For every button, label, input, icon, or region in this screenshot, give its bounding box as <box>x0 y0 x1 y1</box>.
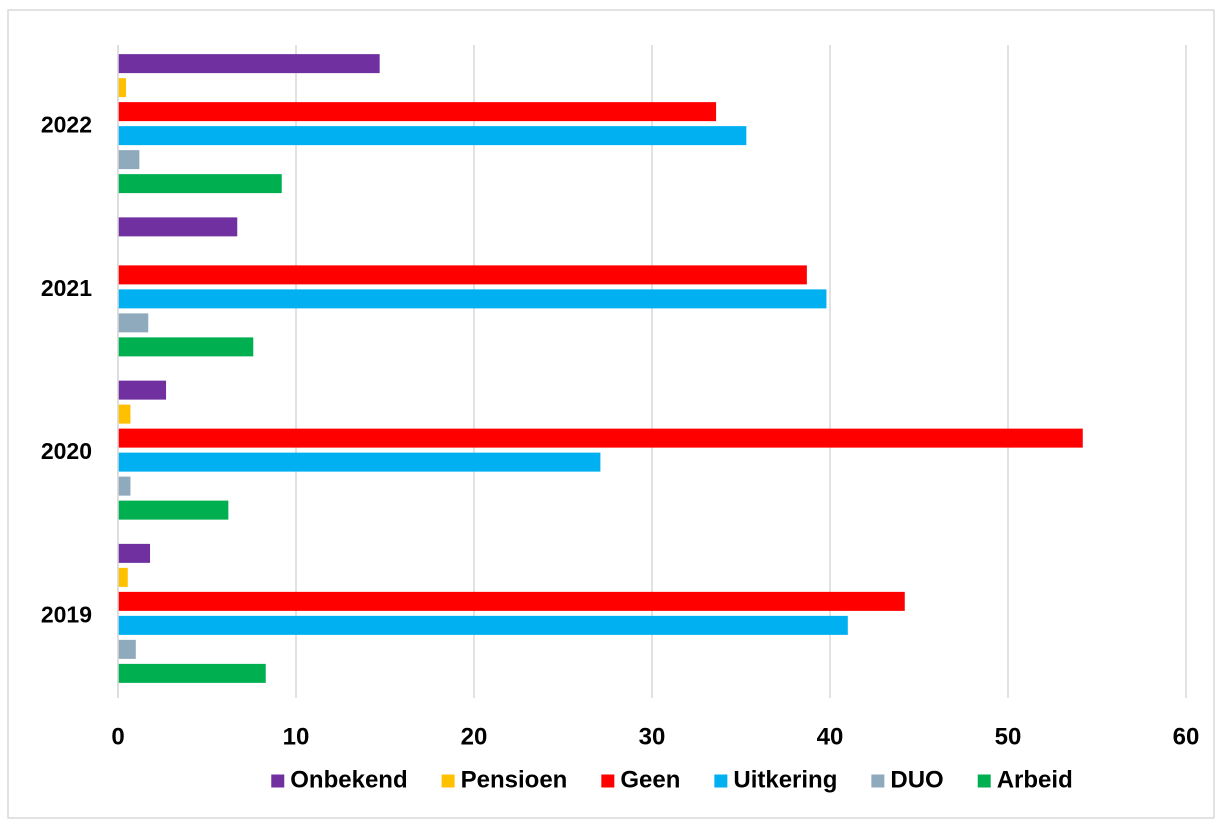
bar <box>118 78 127 98</box>
legend-swatch <box>441 774 455 788</box>
bar <box>118 428 1083 448</box>
x-tick-label: 40 <box>817 723 844 750</box>
bar <box>118 126 747 146</box>
y-tick-label: 2021 <box>41 275 92 301</box>
legend-swatch <box>871 774 885 788</box>
bar <box>118 615 848 635</box>
legend-swatch <box>977 774 991 788</box>
x-tick-label: 0 <box>111 723 124 750</box>
bar <box>118 289 827 309</box>
bar <box>118 452 601 472</box>
x-tick-label: 20 <box>461 723 488 750</box>
bar <box>118 337 254 357</box>
legend-label: DUO <box>890 766 943 793</box>
legend-label: Uitkering <box>733 766 837 793</box>
bar <box>118 174 282 194</box>
bar <box>118 567 128 587</box>
bar <box>118 543 151 563</box>
legend-item: Onbekend <box>271 766 408 793</box>
bar <box>118 404 131 424</box>
x-tick-label: 30 <box>639 723 666 750</box>
bar <box>118 54 380 74</box>
bar <box>118 663 266 683</box>
legend-item: Geen <box>601 766 680 793</box>
legend-swatch <box>601 774 615 788</box>
bar <box>118 639 136 659</box>
bar <box>118 313 149 333</box>
legend-label: Pensioen <box>461 766 568 793</box>
legend-label: Geen <box>620 766 680 793</box>
bar <box>118 380 167 400</box>
legend-label: Arbeid <box>997 766 1073 793</box>
legend-item: DUO <box>871 766 944 793</box>
legend-label: Onbekend <box>290 766 407 793</box>
legend-item: Uitkering <box>714 766 837 793</box>
x-tick-label: 60 <box>1173 723 1200 750</box>
bar <box>118 102 717 122</box>
y-tick-label: 2019 <box>41 601 92 627</box>
legend-item: Arbeid <box>977 766 1073 793</box>
bar <box>118 476 131 496</box>
bar <box>118 217 238 237</box>
y-tick-label: 2020 <box>41 438 92 464</box>
legend-swatch <box>271 774 285 788</box>
x-tick-label: 50 <box>995 723 1022 750</box>
legend-swatch <box>714 774 728 788</box>
bar <box>118 500 229 520</box>
y-tick-label: 2022 <box>41 112 92 138</box>
bar <box>118 265 807 285</box>
legend-item: Pensioen <box>441 766 568 793</box>
x-tick-label: 10 <box>283 723 310 750</box>
bar <box>118 150 140 170</box>
bar <box>118 591 905 611</box>
